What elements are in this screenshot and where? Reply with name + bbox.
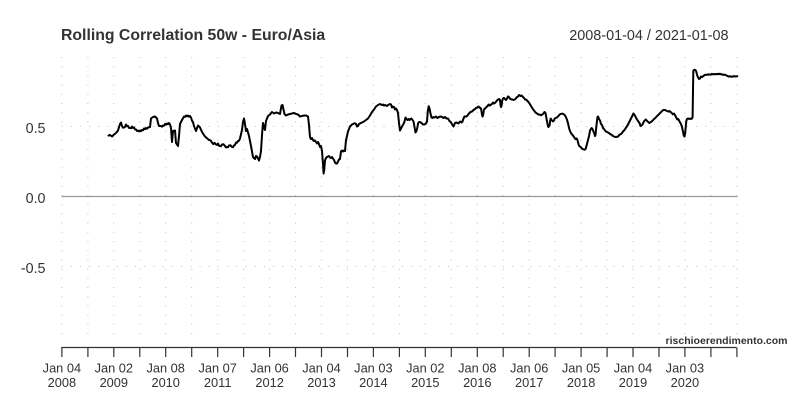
svg-text:Rolling Correlation 50w - Euro: Rolling Correlation 50w - Euro/Asia (61, 27, 325, 44)
svg-text:2011: 2011 (204, 375, 232, 390)
svg-text:2010: 2010 (151, 375, 179, 390)
svg-text:Jan 07: Jan 07 (198, 361, 236, 376)
svg-text:2013: 2013 (307, 375, 335, 390)
svg-text:Jan 04: Jan 04 (614, 361, 652, 376)
svg-text:Jan 04: Jan 04 (43, 361, 81, 376)
svg-text:2015: 2015 (411, 375, 439, 390)
svg-text:2020: 2020 (671, 375, 699, 390)
svg-text:Jan 02: Jan 02 (95, 361, 133, 376)
svg-text:Jan 02: Jan 02 (406, 361, 444, 376)
svg-text:2019: 2019 (619, 375, 647, 390)
svg-text:2018: 2018 (567, 375, 595, 390)
svg-text:Jan 04: Jan 04 (302, 361, 340, 376)
svg-text:2009: 2009 (100, 375, 128, 390)
svg-text:Jan 08: Jan 08 (146, 361, 184, 376)
svg-text:rischioerendimento.com: rischioerendimento.com (666, 335, 788, 347)
svg-text:2014: 2014 (359, 375, 387, 390)
svg-text:2008-01-04 / 2021-01-08: 2008-01-04 / 2021-01-08 (569, 28, 728, 44)
svg-text:Jan 03: Jan 03 (354, 361, 392, 376)
svg-text:0.5: 0.5 (26, 121, 46, 137)
svg-text:2017: 2017 (515, 375, 543, 390)
svg-text:Jan 05: Jan 05 (562, 361, 600, 376)
svg-text:Jan 03: Jan 03 (666, 361, 704, 376)
svg-text:-0.5: -0.5 (21, 261, 46, 277)
svg-text:2008: 2008 (48, 375, 76, 390)
svg-text:Jan 06: Jan 06 (250, 361, 288, 376)
svg-text:2012: 2012 (255, 375, 283, 390)
svg-text:Jan 08: Jan 08 (458, 361, 496, 376)
svg-text:Jan 06: Jan 06 (510, 361, 548, 376)
svg-text:0.0: 0.0 (26, 191, 46, 207)
svg-text:2016: 2016 (463, 375, 491, 390)
